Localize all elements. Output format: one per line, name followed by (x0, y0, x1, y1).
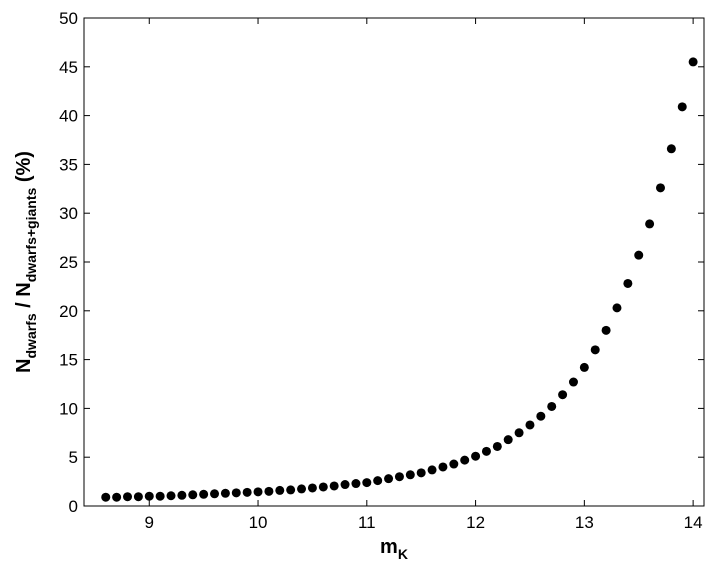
point (449, 459, 459, 469)
y-tick-label: 20 (59, 302, 78, 321)
point (536, 411, 546, 421)
point (634, 250, 644, 260)
point (351, 479, 361, 489)
point (253, 487, 263, 497)
point (579, 362, 589, 372)
point (166, 491, 176, 501)
x-tick-label: 11 (358, 513, 376, 532)
point (416, 468, 426, 478)
plot-frame (83, 17, 705, 507)
point (210, 489, 220, 499)
point (590, 345, 600, 355)
point (155, 491, 165, 501)
point (329, 481, 339, 491)
x-label-main: m (380, 536, 398, 558)
point (318, 482, 328, 492)
point (623, 278, 633, 288)
point (242, 487, 252, 497)
point (340, 480, 350, 490)
point (471, 451, 481, 461)
point (655, 183, 665, 193)
y-tick-label: 5 (69, 448, 78, 467)
y-tick-label: 35 (59, 155, 78, 174)
y-tick-label: 10 (59, 399, 78, 418)
point (688, 57, 698, 67)
point (438, 462, 448, 472)
x-tick-label: 14 (684, 513, 703, 532)
y-tick-label: 25 (59, 253, 78, 272)
point (405, 470, 415, 480)
point (264, 486, 274, 496)
point (133, 492, 143, 502)
y-label-part: (%) (13, 151, 35, 188)
point (307, 483, 317, 493)
point (112, 492, 122, 502)
point (525, 420, 535, 430)
point (188, 490, 198, 500)
point (601, 325, 611, 335)
point (199, 489, 209, 499)
point (220, 488, 230, 498)
point (384, 474, 394, 484)
y-label-sub: dwarfs (23, 313, 39, 358)
point (492, 441, 502, 451)
x-axis-label: mK (380, 536, 408, 562)
x-tick-label: 9 (145, 513, 154, 532)
y-tick-label: 40 (59, 107, 78, 126)
point (645, 219, 655, 229)
point (460, 455, 470, 465)
y-tick-label: 15 (59, 351, 78, 370)
y-label-sub: dwarfs+giants (23, 188, 39, 283)
point (514, 428, 524, 438)
x-tick-label: 12 (466, 513, 485, 532)
point (123, 492, 133, 502)
x-label-sub: K (398, 546, 408, 562)
y-tick-label: 0 (69, 497, 78, 516)
y-label-part: N (13, 359, 35, 373)
point (362, 478, 372, 488)
point (558, 390, 568, 400)
point (612, 303, 622, 313)
point (394, 472, 404, 482)
point (503, 435, 513, 445)
point (297, 484, 307, 494)
point (101, 492, 111, 502)
point (373, 476, 383, 486)
point (275, 485, 285, 495)
point (286, 485, 296, 495)
x-tick-label: 13 (575, 513, 594, 532)
point (481, 446, 491, 456)
point (677, 102, 687, 112)
point (177, 490, 187, 500)
y-tick-label: 45 (59, 58, 78, 77)
point (144, 491, 154, 501)
point (547, 401, 557, 411)
point (666, 144, 676, 154)
y-label-part: / N (13, 282, 35, 313)
y-tick-label: 30 (59, 204, 78, 223)
y-tick-label: 50 (59, 9, 78, 28)
point (231, 488, 241, 498)
point (568, 377, 578, 387)
y-axis-label: Ndwarfs / Ndwarfs+giants (%) (13, 151, 39, 373)
point (427, 465, 437, 475)
x-tick-label: 10 (249, 513, 268, 532)
